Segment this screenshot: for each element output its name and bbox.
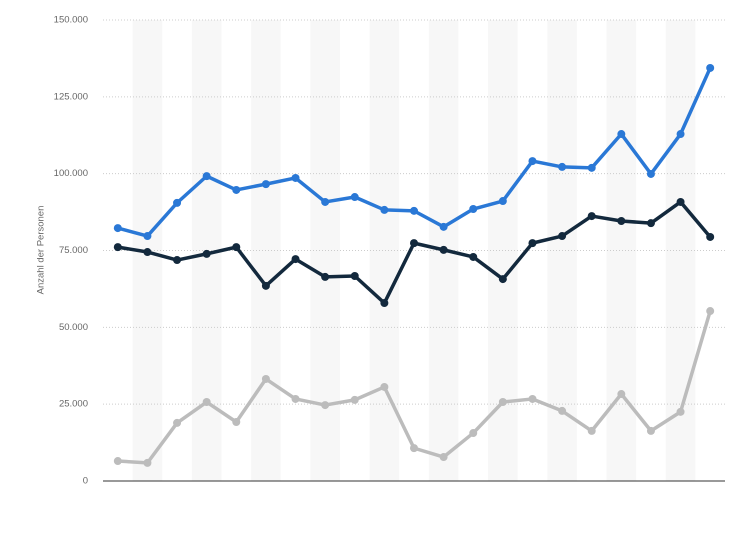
y-tick-label: 0 — [83, 476, 88, 487]
data-point — [558, 162, 567, 171]
data-point — [676, 130, 685, 139]
data-point — [291, 173, 300, 182]
data-point — [617, 130, 626, 139]
data-point — [498, 275, 507, 284]
data-point — [558, 406, 567, 415]
data-point — [469, 205, 478, 214]
data-point — [202, 172, 211, 181]
data-point — [498, 197, 507, 206]
data-point — [676, 197, 685, 206]
data-point — [261, 374, 270, 383]
data-point — [113, 457, 122, 466]
data-point — [528, 157, 537, 166]
data-point — [439, 453, 448, 462]
data-point — [321, 272, 330, 281]
data-point — [291, 255, 300, 264]
data-point — [202, 398, 211, 407]
data-point — [321, 197, 330, 206]
data-point — [706, 232, 715, 241]
data-point — [380, 205, 389, 214]
data-point — [706, 63, 715, 72]
data-point — [261, 180, 270, 189]
data-point — [646, 219, 655, 228]
data-point — [173, 256, 182, 265]
data-point — [350, 272, 359, 281]
data-point — [113, 243, 122, 252]
data-point — [202, 249, 211, 258]
data-point — [558, 232, 567, 241]
data-point — [617, 390, 626, 399]
data-point — [410, 239, 418, 248]
data-point — [528, 394, 537, 403]
data-point — [469, 252, 478, 261]
data-point — [439, 222, 448, 231]
y-tick-label: 75.000 — [59, 245, 88, 256]
data-point — [676, 407, 685, 416]
data-point — [528, 239, 537, 248]
data-point — [291, 394, 300, 403]
data-point — [173, 418, 182, 427]
y-tick-label: 150.000 — [54, 15, 88, 26]
data-point — [587, 163, 596, 172]
data-point — [143, 232, 152, 241]
data-point — [410, 444, 418, 453]
y-axis-label: Anzahl der Personen — [36, 206, 47, 295]
data-point — [143, 458, 152, 467]
data-point — [350, 193, 359, 202]
data-point — [173, 198, 182, 207]
data-point — [587, 212, 596, 221]
y-tick-label: 100.000 — [54, 168, 88, 179]
data-point — [646, 169, 655, 178]
data-point — [380, 299, 389, 308]
data-point — [439, 245, 448, 254]
data-point — [706, 307, 715, 316]
y-tick-label: 125.000 — [54, 91, 88, 102]
data-point — [410, 206, 418, 215]
y-tick-label: 25.000 — [59, 399, 88, 410]
data-point — [498, 398, 507, 407]
data-point — [232, 243, 241, 252]
data-point — [587, 426, 596, 435]
data-point — [617, 216, 626, 225]
data-point — [232, 185, 241, 194]
data-point — [469, 429, 478, 438]
data-point — [646, 426, 655, 435]
data-point — [113, 224, 122, 233]
data-point — [321, 401, 330, 410]
y-tick-label: 50.000 — [59, 322, 88, 333]
data-point — [261, 281, 270, 290]
data-point — [350, 395, 359, 404]
data-point — [232, 417, 241, 426]
data-point — [380, 382, 389, 391]
data-point — [143, 248, 152, 257]
